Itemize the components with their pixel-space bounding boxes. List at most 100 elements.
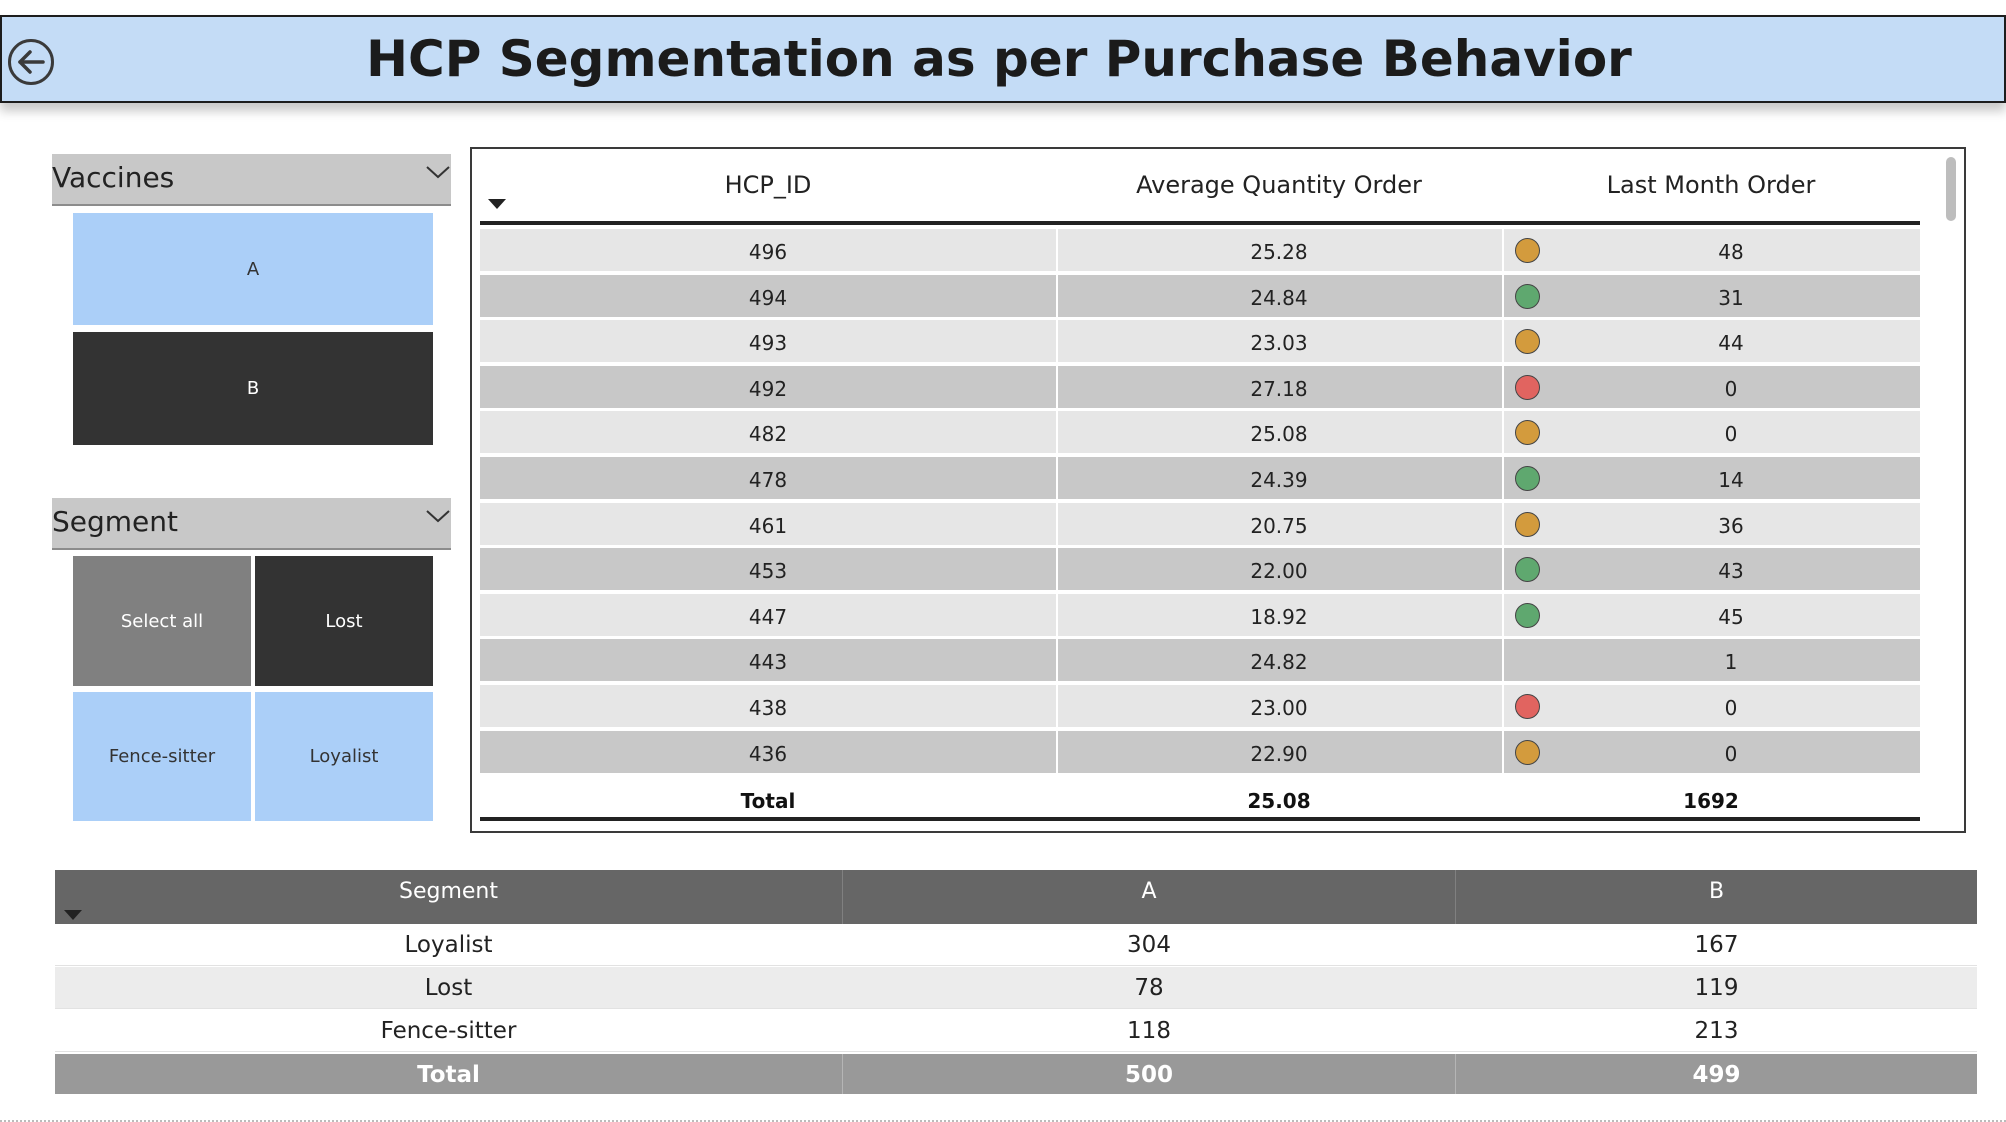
column-divider [1502, 365, 1504, 410]
column-divider [1056, 365, 1058, 410]
cell-last-month-order: 0 [1724, 376, 1738, 401]
column-divider [1502, 685, 1504, 729]
column-divider [1502, 593, 1504, 638]
column-divider [1056, 685, 1058, 729]
status-indicator-icon [1515, 739, 1540, 765]
total-average: 25.08 [1247, 789, 1311, 813]
table-row[interactable]: Loyalist 304 167 [55, 924, 1977, 966]
column-divider [1502, 730, 1504, 775]
chevron-down-icon[interactable] [425, 164, 451, 184]
cell-last-month-order: 0 [1724, 741, 1738, 766]
cell-b: 119 [1694, 975, 1739, 1001]
vaccines-slicer-title: Vaccines [52, 161, 175, 194]
column-divider [1056, 502, 1058, 547]
column-divider [1502, 320, 1504, 365]
segment-total-a: 500 [1124, 1062, 1173, 1088]
cell-hcp-id: 492 [748, 376, 788, 401]
status-indicator-icon [1515, 420, 1540, 446]
table-row[interactable]: 443 24.82 1 [480, 639, 1920, 684]
cell-average-quantity: 18.92 [1250, 604, 1308, 629]
column-divider [1455, 1054, 1456, 1094]
chevron-down-icon[interactable] [425, 508, 451, 528]
cell-hcp-id: 494 [748, 285, 788, 310]
segment-option-loyalist[interactable]: Loyalist [255, 692, 433, 821]
segment-total-label: Total [417, 1062, 480, 1088]
column-divider [842, 870, 843, 924]
segment-slicer-header[interactable]: Segment [52, 498, 451, 550]
hcp-table-total-row: Total 25.08 1692 [480, 779, 1920, 821]
vaccines-slicer-header[interactable]: Vaccines [52, 154, 451, 206]
column-divider [1502, 548, 1504, 593]
total-last-month: 1692 [1683, 789, 1739, 813]
table-row[interactable]: 492 27.18 0 [480, 365, 1920, 410]
table-row[interactable]: 494 24.84 31 [480, 274, 1920, 319]
column-divider [1502, 411, 1504, 456]
column-divider [1056, 639, 1058, 684]
table-row[interactable]: Fence-sitter 118 213 [55, 1010, 1977, 1052]
column-header-last-month-order[interactable]: Last Month Order [1606, 171, 1816, 199]
cell-a: 78 [1134, 975, 1164, 1001]
vaccine-option-b[interactable]: B [73, 332, 433, 445]
column-divider [1056, 229, 1058, 273]
status-indicator-icon [1515, 374, 1540, 400]
status-indicator-icon [1515, 283, 1540, 309]
segment-total-b: 499 [1692, 1062, 1741, 1088]
segment-table-header: Segment A B [55, 870, 1977, 924]
hcp-table-header: HCP_ID Average Quantity Order Last Month… [480, 149, 1920, 225]
column-divider [1056, 411, 1058, 456]
table-row[interactable]: 482 25.08 0 [480, 411, 1920, 456]
column-header-a[interactable]: A [1141, 879, 1157, 904]
table-row[interactable]: Lost 78 119 [55, 967, 1977, 1009]
status-indicator-icon [1515, 466, 1540, 491]
cell-last-month-order: 48 [1718, 240, 1744, 264]
cell-average-quantity: 22.00 [1250, 559, 1308, 584]
column-divider [1056, 593, 1058, 638]
segment-option-label: Fence-sitter [108, 746, 216, 767]
segment-option-fence-sitter[interactable]: Fence-sitter [73, 692, 251, 821]
column-divider [1056, 730, 1058, 775]
back-arrow-circle-icon[interactable] [8, 39, 54, 85]
cell-average-quantity: 24.82 [1250, 650, 1308, 675]
cell-hcp-id: 461 [748, 513, 788, 538]
table-row[interactable]: 496 25.28 48 [480, 229, 1920, 273]
page-header: HCP Segmentation as per Purchase Behavio… [0, 15, 2006, 103]
cell-average-quantity: 24.39 [1250, 468, 1308, 492]
column-header-b[interactable]: B [1708, 879, 1725, 904]
table-row[interactable]: 436 22.90 0 [480, 730, 1920, 775]
cell-a: 118 [1127, 1018, 1171, 1044]
column-divider [1455, 870, 1456, 924]
cell-last-month-order: 31 [1718, 285, 1744, 310]
cell-average-quantity: 22.90 [1250, 741, 1308, 766]
vertical-scrollbar[interactable] [1946, 157, 1956, 221]
status-indicator-icon [1515, 329, 1540, 355]
table-row[interactable]: 453 22.00 43 [480, 548, 1920, 593]
column-divider [1056, 274, 1058, 319]
cell-b: 167 [1694, 932, 1739, 958]
table-row[interactable]: 478 24.39 14 [480, 457, 1920, 501]
cell-average-quantity: 20.75 [1250, 513, 1308, 538]
hcp-table: HCP_ID Average Quantity Order Last Month… [470, 147, 1966, 833]
cell-hcp-id: 443 [748, 650, 788, 675]
segment-table-total-row: Total 500 499 [55, 1054, 1977, 1094]
cell-hcp-id: 438 [748, 696, 788, 720]
segment-slicer-title: Segment [52, 505, 178, 538]
column-header-average-quantity[interactable]: Average Quantity Order [1136, 171, 1422, 199]
cell-hcp-id: 436 [748, 741, 788, 766]
table-row[interactable]: 447 18.92 45 [480, 593, 1920, 638]
column-header-segment[interactable]: Segment [399, 879, 498, 904]
segment-option-lost[interactable]: Lost [255, 556, 433, 686]
sort-desc-icon[interactable] [64, 910, 82, 920]
cell-a: 304 [1127, 932, 1171, 958]
sort-desc-icon[interactable] [488, 199, 506, 209]
segment-option-label: Select all [120, 610, 204, 632]
column-divider [1502, 274, 1504, 319]
cell-segment: Fence-sitter [380, 1018, 517, 1044]
cell-hcp-id: 447 [748, 604, 788, 629]
table-row[interactable]: 438 23.00 0 [480, 685, 1920, 729]
vaccine-option-a[interactable]: A [73, 213, 433, 325]
table-row[interactable]: 461 20.75 36 [480, 502, 1920, 547]
table-row[interactable]: 493 23.03 44 [480, 320, 1920, 365]
cell-last-month-order: 45 [1718, 604, 1744, 629]
segment-option-select-all[interactable]: Select all [73, 556, 251, 686]
column-header-hcp-id[interactable]: HCP_ID [724, 171, 812, 199]
